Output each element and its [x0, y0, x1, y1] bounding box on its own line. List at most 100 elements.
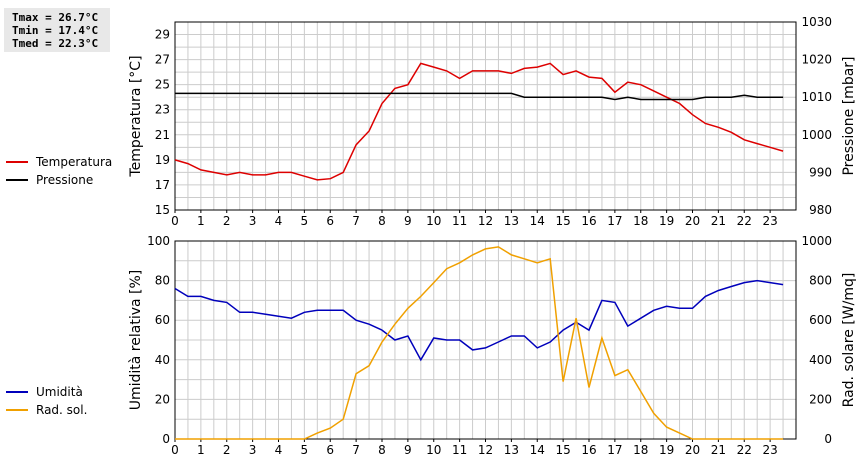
y2-tick-label: 800 [809, 274, 832, 288]
y-tick-label: 40 [155, 353, 170, 367]
y-tick-label: 20 [155, 392, 170, 406]
legend-label-pressure: Pressione [36, 173, 94, 187]
legend-label-solar: Rad. sol. [36, 403, 88, 417]
y-axis-title: Temperatura [°C] [128, 55, 144, 177]
y-tick-label: 29 [155, 28, 170, 42]
x-tick-label: 7 [352, 443, 360, 457]
x-tick-label: 1 [197, 214, 205, 228]
x-tick-label: 12 [478, 214, 493, 228]
x-tick-label: 1 [197, 443, 205, 457]
x-tick-label: 19 [659, 214, 674, 228]
x-tick-label: 22 [737, 214, 752, 228]
y-tick-label: 27 [155, 53, 170, 67]
series-line-pressione [175, 92, 784, 101]
x-tick-label: 16 [581, 443, 596, 457]
y2-axis-title: Rad. solare [W/mq] [841, 273, 857, 408]
x-tick-label: 5 [301, 443, 309, 457]
y-tick-label: 19 [155, 153, 170, 167]
y2-tick-label: 400 [809, 353, 832, 367]
x-tick-label: 14 [530, 214, 545, 228]
x-tick-label: 18 [633, 214, 648, 228]
x-tick-label: 17 [607, 214, 622, 228]
y2-tick-label: 1020 [801, 53, 832, 67]
legend-item-temperature: Temperatura [6, 153, 112, 171]
y-tick-label: 17 [155, 178, 170, 192]
y2-tick-label: 980 [809, 203, 832, 217]
x-tick-label: 6 [326, 214, 334, 228]
x-tick-label: 5 [301, 214, 309, 228]
y2-tick-label: 1030 [801, 15, 832, 29]
x-tick-label: 20 [685, 214, 700, 228]
x-tick-label: 21 [711, 443, 726, 457]
series-line-temperatura [174, 62, 784, 181]
x-tick-label: 15 [555, 443, 570, 457]
y2-tick-label: 200 [809, 392, 832, 406]
x-tick-label: 13 [504, 443, 519, 457]
x-tick-label: 21 [711, 214, 726, 228]
x-tick-label: 7 [352, 214, 360, 228]
y-tick-label: 23 [155, 103, 170, 117]
pressure-swatch [6, 179, 28, 181]
x-tick-label: 9 [404, 443, 412, 457]
legend-item-humidity: Umidità [6, 383, 83, 401]
legend-item-solar: Rad. sol. [6, 401, 87, 419]
series-line-rad-sol [175, 246, 784, 440]
legend-bottom-solar: Rad. sol. [6, 401, 87, 419]
x-tick-label: 15 [555, 214, 570, 228]
y2-tick-label: 1000 [801, 128, 832, 142]
y2-tick-label: 600 [809, 313, 832, 327]
x-tick-label: 18 [633, 443, 648, 457]
x-tick-label: 22 [737, 443, 752, 457]
humidity-swatch [6, 391, 28, 393]
series-line-umidit [174, 279, 784, 362]
x-tick-label: 3 [249, 443, 257, 457]
solar-swatch [6, 409, 28, 411]
legend-label-temperature: Temperatura [36, 155, 113, 169]
x-tick-label: 12 [478, 443, 493, 457]
x-tick-label: 10 [426, 443, 441, 457]
x-tick-label: 23 [762, 214, 777, 228]
x-tick-label: 11 [452, 214, 467, 228]
y-axis-title: Umidità relativa [%] [128, 270, 144, 411]
x-tick-label: 2 [223, 443, 231, 457]
x-tick-label: 8 [378, 214, 386, 228]
y-tick-label: 100 [147, 234, 170, 248]
tmed-label: Tmed = 22.3°C [12, 37, 99, 50]
tmin-label: Tmin = 17.4°C [12, 24, 99, 37]
x-tick-label: 14 [530, 443, 545, 457]
x-tick-label: 4 [275, 214, 283, 228]
x-tick-label: 13 [504, 214, 519, 228]
x-tick-label: 0 [171, 214, 179, 228]
x-tick-label: 4 [275, 443, 283, 457]
legend-bottom: Umidità [6, 383, 83, 401]
x-tick-label: 17 [607, 443, 622, 457]
x-tick-label: 11 [452, 443, 467, 457]
x-tick-label: 20 [685, 443, 700, 457]
x-tick-label: 9 [404, 214, 412, 228]
x-tick-label: 10 [426, 214, 441, 228]
stats-box: Tmax = 26.7°C Tmin = 17.4°C Tmed = 22.3°… [4, 8, 110, 52]
y-tick-label: 80 [155, 274, 170, 288]
legend-item-pressure: Pressione [6, 171, 112, 189]
y2-axis-title: Pressione [mbar] [841, 56, 857, 175]
y-tick-label: 21 [155, 128, 170, 142]
tmax-label: Tmax = 26.7°C [12, 11, 99, 24]
x-tick-label: 3 [249, 214, 257, 228]
y-tick-label: 0 [162, 432, 170, 446]
y2-tick-label: 1010 [801, 90, 832, 104]
y2-tick-label: 990 [809, 165, 832, 179]
y-tick-label: 60 [155, 313, 170, 327]
y-tick-label: 15 [155, 203, 170, 217]
legend-label-humidity: Umidità [36, 385, 83, 399]
x-tick-label: 6 [326, 443, 334, 457]
x-tick-label: 23 [762, 443, 777, 457]
legend-top: Temperatura Pressione [6, 153, 112, 189]
x-tick-label: 0 [171, 443, 179, 457]
x-tick-label: 19 [659, 443, 674, 457]
temperature-swatch [6, 161, 28, 163]
y-tick-label: 25 [155, 78, 170, 92]
x-tick-label: 8 [378, 443, 386, 457]
x-tick-label: 16 [581, 214, 596, 228]
x-tick-label: 2 [223, 214, 231, 228]
